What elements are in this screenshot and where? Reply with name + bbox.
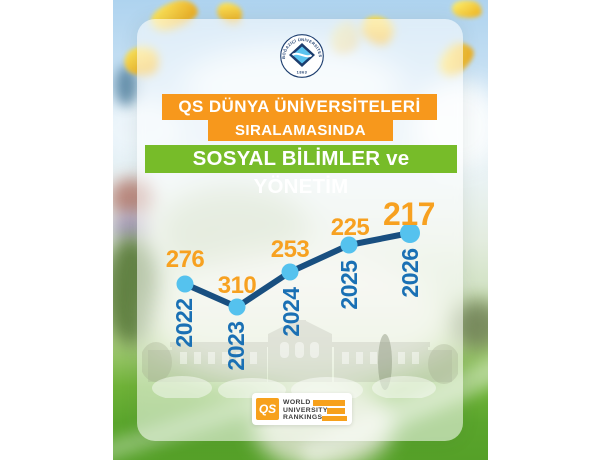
rank-value-label: 276 [165, 246, 205, 273]
year-label: 2025 [336, 260, 362, 310]
title-banner-line2: SIRALAMASINDA [208, 120, 393, 141]
year-label: 2022 [171, 298, 197, 348]
campus-building-watermark [142, 320, 458, 398]
qs-logo-text-line: RANKINGS [283, 414, 323, 422]
qs-logo-bar [313, 400, 345, 406]
rank-value-label: 310 [217, 272, 257, 299]
data-point-2025 [340, 236, 358, 254]
qs-logo-text-line: WORLD [283, 399, 311, 406]
sea-blob [115, 66, 137, 106]
data-point-2024 [281, 263, 299, 281]
year-label: 2024 [278, 287, 304, 337]
rank-value-label-highlight: 217 [383, 196, 435, 232]
rank-value-label: 253 [270, 236, 310, 263]
qs-logo-text: WORLD UNIVERSITY RANKINGS [283, 399, 328, 422]
rank-value-label: 225 [330, 214, 370, 241]
data-point-2022 [176, 275, 194, 293]
title-banner-line1: QS DÜNYA ÜNİVERSİTELERİ [162, 94, 437, 120]
year-label: 2026 [397, 248, 423, 298]
logo-year-text: 1863 [297, 70, 308, 75]
qs-logo-bar [322, 415, 347, 422]
qs-logo-text-line: UNIVERSITY [283, 406, 328, 414]
data-point-2026 [400, 223, 420, 243]
year-label: 2023 [223, 321, 249, 371]
qs-logo-bar [327, 408, 345, 414]
qs-logo-icon: QS [256, 398, 279, 420]
data-point-2023 [228, 298, 246, 316]
subject-banner: SOSYAL BİLİMLER ve YÖNETİM [145, 145, 457, 198]
qs-world-university-rankings-logo: QS WORLD UNIVERSITY RANKINGS [252, 393, 352, 425]
bogazici-university-logo: · BOĞAZİÇİ ÜNİVERSİTESİ · 1863 [280, 34, 324, 78]
